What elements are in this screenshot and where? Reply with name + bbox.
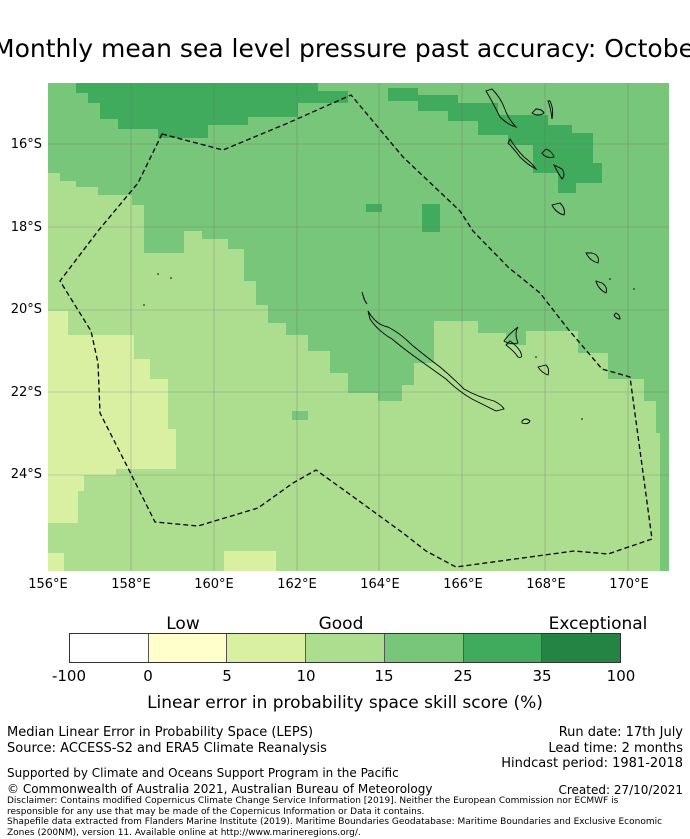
lat-label-16s: 16°S: [10, 137, 42, 152]
vanuatu-island: [541, 148, 555, 158]
legend-category-low: Low: [166, 614, 200, 634]
created-date-text: Created: 27/10/2021: [558, 783, 683, 797]
graticule: [48, 83, 669, 571]
lon-label-170e: 170°E: [609, 577, 649, 592]
colorbar-segment: [542, 634, 621, 662]
isle-of-pines: [521, 418, 531, 425]
disclaimer-line: Zones (200NM), version 11. Available onl…: [7, 827, 361, 838]
vanuatu-island: [485, 88, 518, 128]
map-title: Monthly mean sea level pressure past acc…: [0, 34, 690, 63]
vanuatu-island: [531, 108, 545, 116]
loyalty-island: [505, 340, 523, 358]
island: [361, 291, 368, 305]
colorbar-segment: [148, 634, 228, 662]
legend-category-exceptional: Exceptional: [548, 614, 648, 634]
colorbar-label: Linear error in probability space skill …: [147, 693, 543, 713]
lat-label-22s: 22°S: [10, 385, 42, 400]
skill-map-canvas: [48, 83, 669, 571]
lat-label-20s: 20°S: [10, 302, 42, 317]
colorbar-segment: [384, 634, 464, 662]
colorbar-segment: [227, 634, 307, 662]
colorbar-segment: [463, 634, 543, 662]
skill-band-15-25-patch: [292, 411, 308, 420]
colorbar-tick: 0: [143, 667, 153, 685]
loyalty-island: [537, 364, 550, 376]
vanuatu-island: [585, 252, 599, 264]
lon-label-168e: 168°E: [526, 577, 566, 592]
disclaimer-line: responsible for any use that may be made…: [7, 806, 425, 817]
colorbar-tick: 10: [296, 667, 316, 685]
vanuatu-island: [613, 312, 621, 320]
colorbar-tick: 35: [532, 667, 552, 685]
vanuatu-island: [507, 138, 538, 171]
small-islands: [143, 273, 635, 420]
legend-category-good: Good: [318, 614, 364, 634]
vanuatu-island: [547, 100, 554, 120]
skill-band-25-35: [76, 83, 602, 193]
lon-label-164e: 164°E: [360, 577, 400, 592]
lon-label-162e: 162°E: [277, 577, 317, 592]
skill-band-5-10-patch: [48, 553, 64, 571]
lead-time-text: Lead time: 2 months: [548, 741, 683, 756]
skill-band-5-10: [48, 311, 276, 571]
skill-band-25-35-patch: [366, 204, 382, 212]
hindcast-period-text: Hindcast period: 1981-2018: [501, 756, 683, 771]
disclaimer-line: Shapefile data extracted from Flanders M…: [7, 817, 663, 827]
lat-label-24s: 24°S: [10, 467, 42, 482]
vanuatu-island: [595, 280, 607, 294]
colorbar-tick: -100: [51, 667, 87, 685]
support-text: Supported by Climate and Oceans Support …: [7, 766, 399, 780]
lon-label-166e: 166°E: [443, 577, 483, 592]
source-text: Source: ACCESS-S2 and ERA5 Climate Reana…: [7, 741, 327, 756]
disclaimer-line: Disclaimer: Contains modified Copernicus…: [7, 796, 619, 806]
skill-band-25-35-patch: [422, 204, 440, 232]
colorbar: [69, 633, 621, 663]
colorbar-tick: 25: [453, 667, 473, 685]
eez-boundary: [59, 94, 653, 568]
run-date-text: Run date: 17th July: [558, 725, 683, 740]
colorbar-tick: 15: [374, 667, 394, 685]
vanuatu-island: [551, 202, 565, 216]
new-caledonia-main-island: [367, 310, 505, 412]
colorbar-tick: 5: [222, 667, 232, 685]
coastlines: [361, 88, 621, 425]
method-text: Median Linear Error in Probability Space…: [7, 725, 314, 740]
lon-label-156e: 156°E: [28, 577, 68, 592]
vanuatu-island: [552, 163, 565, 180]
colorbar-tick: 100: [606, 667, 636, 685]
copyright-text: © Commonwealth of Australia 2021, Austra…: [7, 782, 433, 796]
loyalty-island: [503, 326, 519, 345]
colorbar-segment: [70, 634, 149, 662]
skill-band-10-15: [48, 173, 660, 571]
lon-label-158e: 158°E: [111, 577, 151, 592]
disclaimer: Disclaimer: Contains modified Copernicus…: [7, 796, 683, 838]
colorbar-segment: [306, 634, 385, 662]
lat-label-18s: 18°S: [10, 220, 42, 235]
skill-map: [48, 83, 669, 571]
lon-label-160e: 160°E: [194, 577, 234, 592]
